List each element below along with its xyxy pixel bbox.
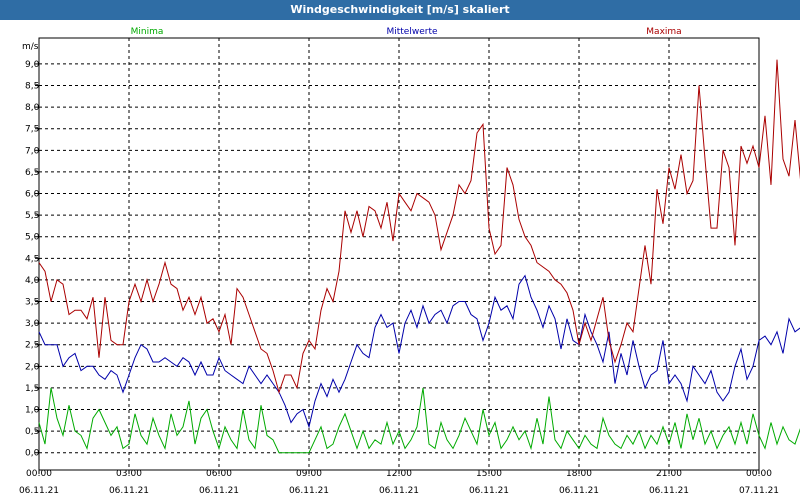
series-line-mittelwerte (38, 274, 800, 429)
y-tick-label: 8,0 (25, 103, 40, 113)
x-tick-time: 15:00 (476, 469, 502, 479)
y-tick-label: 1,0 (25, 406, 40, 416)
y-tick-label: 6,0 (25, 190, 40, 200)
grid (39, 38, 759, 470)
x-tick-time: 00:00 (26, 469, 52, 479)
x-tick-time: 03:00 (116, 469, 142, 479)
x-tick-time: 09:00 (296, 469, 322, 479)
x-tick-time: 18:00 (566, 469, 592, 479)
chart-title: Windgeschwindigkeit [m/s] skaliert (0, 0, 800, 20)
x-tick-time: 06:00 (206, 469, 232, 479)
legend-entry-maxima: Maxima (646, 27, 681, 37)
x-tick-date: 06.11.21 (19, 486, 59, 496)
x-tick-date: 06.11.21 (379, 486, 419, 496)
y-tick-label: 6,5 (25, 168, 39, 178)
y-tick-label: 8,5 (25, 82, 39, 92)
x-tick-time: 00:00 (746, 469, 772, 479)
y-tick-label: 5,0 (25, 233, 40, 243)
y-tick-label: 0,0 (25, 449, 40, 459)
x-tick-date: 06.11.21 (289, 486, 329, 496)
x-tick-date: 06.11.21 (109, 486, 149, 496)
y-tick-label: 3,0 (25, 319, 40, 329)
y-tick-label: 7,5 (25, 125, 39, 135)
chart: 0,0 0,5 1,0 1,5 2,0 2,5 3,0 3,5 4,0 4,5 5,0 5,5 6,0 6… (19, 27, 800, 496)
y-tick-label: 2,0 (25, 362, 40, 372)
legend-entry-mittelwerte: Mittelwerte (386, 27, 437, 37)
y-tick-label: 5,5 (25, 211, 39, 221)
y-tick-label: 4,0 (25, 276, 40, 286)
x-tick-time: 12:00 (386, 469, 412, 479)
y-tick-label: 4,5 (25, 254, 39, 264)
series-lines (38, 59, 800, 454)
y-tick-label: 9,0 (25, 60, 40, 70)
y-tick-label: 3,5 (25, 298, 39, 308)
x-tick-date: 06.11.21 (559, 486, 599, 496)
x-tick-date: 06.11.21 (649, 486, 689, 496)
series-line-minima (38, 387, 800, 454)
y-tick-label: 2,5 (25, 341, 39, 351)
y-axis: 0,0 0,5 1,0 1,5 2,0 2,5 3,0 3,5 4,0 4,5 5,0 5,5 6,0 6… (25, 60, 40, 459)
x-axis: 00:00 06.11.21 03:00 06.11.21 06:00 06.11.21 0… (19, 469, 779, 496)
x-tick-date: 06.11.21 (469, 486, 509, 496)
series-line-maxima (38, 59, 800, 394)
x-tick-time: 21:00 (656, 469, 682, 479)
legend: Minima Mittelwerte Maxima (131, 27, 682, 37)
x-tick-date: 07.11.21 (739, 486, 779, 496)
y-tick-label: 7,0 (25, 146, 40, 156)
x-tick-date: 06.11.21 (199, 486, 239, 496)
legend-entry-minima: Minima (131, 27, 164, 37)
y-axis-label: m/s (22, 42, 39, 52)
y-tick-label: 0,5 (25, 427, 39, 437)
y-tick-label: 1,5 (25, 384, 39, 394)
